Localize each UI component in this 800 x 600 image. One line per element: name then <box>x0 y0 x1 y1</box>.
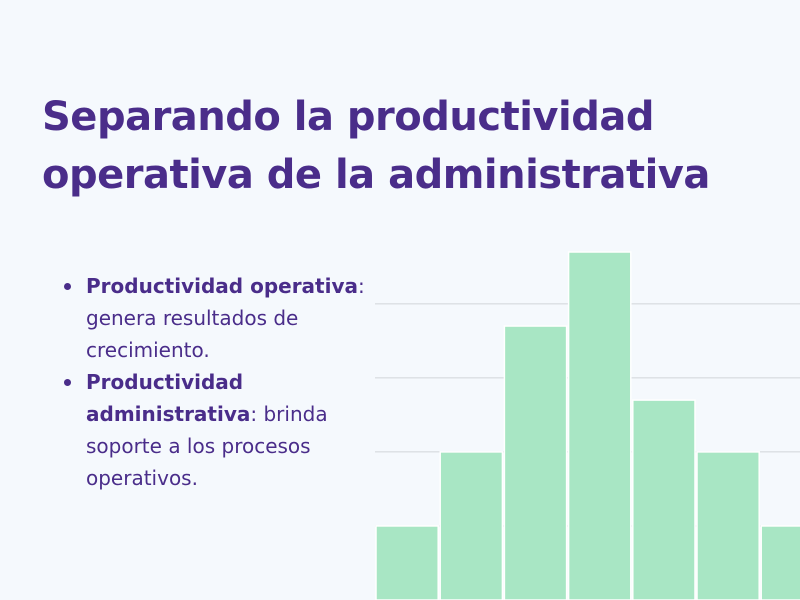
histogram-chart <box>375 240 800 600</box>
chart-bar <box>375 525 439 600</box>
bullet-text: genera resultados de crecimiento. <box>86 306 299 362</box>
chart-bar <box>696 451 760 600</box>
bullet-item-administrativa: Productividad administrativa: brinda sop… <box>62 366 382 494</box>
bullet-item-operativa: Productividad operativa: genera resultad… <box>62 270 382 366</box>
bullet-separator: : <box>358 274 365 298</box>
bullet-separator: : <box>250 402 258 426</box>
bullet-term: Productividad administrativa <box>86 370 251 426</box>
chart-bar <box>632 399 696 600</box>
chart-bar <box>503 325 568 600</box>
bullet-dot-icon <box>64 379 71 386</box>
chart-bar <box>439 451 504 600</box>
bullet-term: Productividad operativa <box>86 274 359 298</box>
slide-title-line1: Separando la productividad <box>42 94 654 140</box>
slide-title-line2: operativa de la administrativa <box>42 152 710 198</box>
bullet-list: Productividad operativa: genera resultad… <box>62 270 382 494</box>
bullet-text: brinda soporte a los procesos operativos… <box>86 402 328 490</box>
bullet-dot-icon <box>64 283 71 290</box>
chart-bar <box>567 251 632 600</box>
chart-svg <box>375 251 800 600</box>
slide-title: Separando la productividad operativa de … <box>42 88 762 204</box>
chart-bar <box>760 525 800 600</box>
